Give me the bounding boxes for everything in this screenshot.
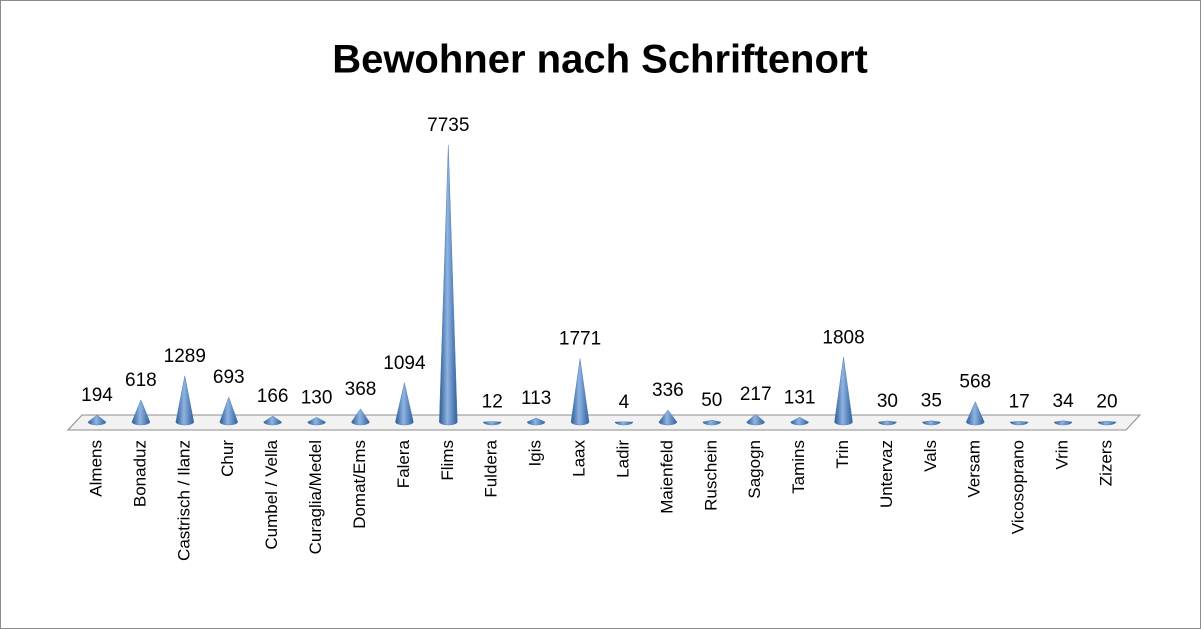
x-tick-label: Zizers [1096, 440, 1115, 486]
x-tick-label: Untervaz [877, 440, 896, 508]
data-label: 113 [521, 388, 551, 409]
cone [746, 413, 765, 426]
x-tick-label: Bonaduz [130, 440, 149, 507]
x-tick-label: Fuldera [482, 439, 501, 497]
cone [922, 420, 941, 426]
data-label: 4 [619, 392, 630, 413]
x-tick-label: Versam [965, 440, 984, 498]
data-label: 166 [257, 386, 289, 407]
data-label: 1808 [822, 327, 864, 348]
x-tick-label: Vrin [1053, 440, 1072, 470]
chart-title: Bewohner nach Schriftenort [332, 38, 868, 82]
data-label: 35 [921, 391, 942, 412]
data-label: 194 [81, 385, 113, 406]
x-tick-label: Castrisch / Ilanz [174, 440, 193, 561]
x-tick-label: Ladir [613, 440, 632, 478]
cone [87, 414, 107, 426]
cone [307, 417, 326, 426]
data-label: 12 [482, 392, 503, 413]
data-label: 618 [125, 370, 157, 391]
x-tick-label: Falera [394, 439, 413, 488]
x-tick-label: Flims [438, 440, 457, 481]
floor [66, 414, 1142, 431]
data-label: 1094 [383, 353, 426, 374]
cone [1053, 420, 1073, 426]
cone [219, 396, 238, 426]
x-tick-label: Chur [218, 440, 237, 477]
data-label: 34 [1053, 391, 1075, 412]
data-label: 1771 [559, 329, 601, 350]
cone [131, 399, 151, 426]
cone [351, 408, 370, 426]
cone [966, 401, 985, 426]
data-label: 217 [740, 384, 772, 405]
x-tick-label: Ruschein [701, 440, 720, 511]
cone [614, 421, 634, 426]
cone [263, 415, 282, 426]
x-tick-label: Almens [86, 440, 105, 497]
data-label: 131 [784, 387, 816, 408]
x-tick-label: Cumbel / Vella [262, 439, 281, 549]
x-tick-label: Igis [526, 440, 545, 466]
data-label: 1289 [164, 346, 206, 367]
data-label: 30 [877, 391, 898, 412]
data-label: 130 [301, 387, 333, 408]
cone [175, 375, 195, 426]
cone [395, 382, 414, 426]
cone [482, 421, 502, 426]
x-tick-label: Curaglia/Medel [306, 440, 325, 554]
cone [570, 358, 590, 426]
data-label: 50 [701, 390, 722, 411]
cone [1009, 421, 1029, 426]
cone [790, 417, 809, 426]
cone [702, 419, 722, 426]
cone [878, 420, 897, 426]
cone [834, 357, 853, 426]
x-tick-label: Tamins [789, 440, 808, 494]
data-label: 568 [959, 372, 991, 393]
cone [526, 417, 546, 426]
cone [1097, 421, 1117, 426]
cone [439, 144, 458, 426]
x-tick-label: Maienfeld [657, 440, 676, 514]
data-label: 336 [652, 380, 684, 401]
cone [658, 409, 678, 426]
x-tick-label: Vals [921, 440, 940, 472]
data-label: 7735 [427, 115, 469, 136]
data-label: 20 [1096, 391, 1117, 412]
data-label: 368 [345, 379, 377, 400]
x-tick-label: Vicosoprano [1009, 440, 1028, 534]
data-label: 693 [213, 367, 245, 388]
data-label: 17 [1009, 391, 1030, 412]
x-tick-label: Domat/Ems [350, 440, 369, 529]
x-tick-label: Trin [833, 440, 852, 469]
x-tick-label: Sagogn [745, 440, 764, 499]
x-tick-label: Laax [570, 440, 589, 477]
